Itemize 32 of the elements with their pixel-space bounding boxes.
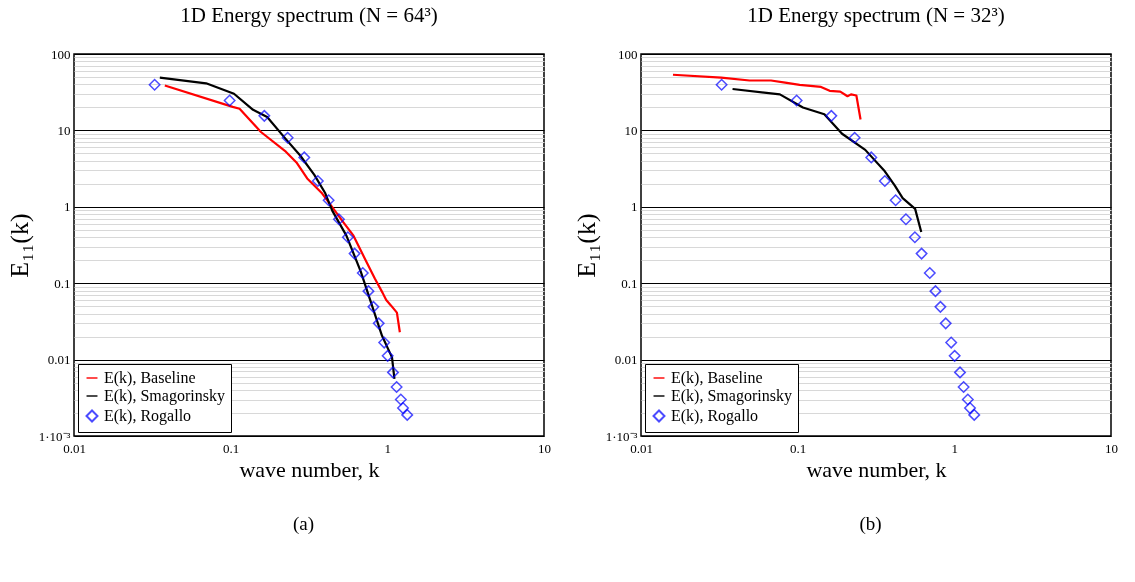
y-tick-label: 0.1: [54, 275, 71, 291]
y-tick-label: 1·10⁻³: [38, 428, 71, 444]
legend-label: E(k), Baseline: [104, 369, 196, 387]
y-tick-label: 0.01: [47, 352, 71, 368]
text: (b): [859, 513, 882, 535]
text: (a): [292, 513, 315, 535]
x-tick-label: 10: [1105, 440, 1118, 456]
y-axis-title: E₁₁(k): [4, 213, 34, 278]
y-axis-title: E₁₁(k): [571, 213, 601, 278]
chart-title: 1D Energy spectrum (N = 32³): [747, 3, 1005, 27]
x-tick-label: 1: [951, 440, 959, 456]
legend-label: E(k), Baseline: [671, 369, 763, 387]
chart-title: 1D Energy spectrum (N = 64³): [180, 3, 438, 27]
legend-label: E(k), Rogallo: [671, 407, 759, 425]
y-tick-label: 1: [64, 199, 71, 215]
x-tick-label: 0.1: [223, 440, 240, 456]
y-tick-label: 100: [618, 46, 638, 62]
y-tick-label: 10: [624, 122, 638, 138]
y-tick-label: 100: [51, 46, 71, 62]
y-tick-label: 1: [631, 199, 638, 215]
y-tick-label: 0.1: [621, 275, 638, 291]
legend-label: E(k), Smagorinsky: [104, 387, 225, 405]
x-tick-label: 0.1: [790, 440, 807, 456]
x-tick-label: 10: [538, 440, 551, 456]
x-axis-title: wave number, k: [806, 456, 947, 482]
x-axis-title: wave number, k: [239, 456, 380, 482]
x-tick-label: 1: [384, 440, 392, 456]
legend-label: E(k), Smagorinsky: [671, 387, 792, 405]
y-tick-label: 1·10⁻³: [605, 428, 638, 444]
y-tick-label: 0.01: [614, 352, 638, 368]
y-tick-label: 10: [57, 122, 71, 138]
legend-label: E(k), Rogallo: [104, 407, 192, 425]
